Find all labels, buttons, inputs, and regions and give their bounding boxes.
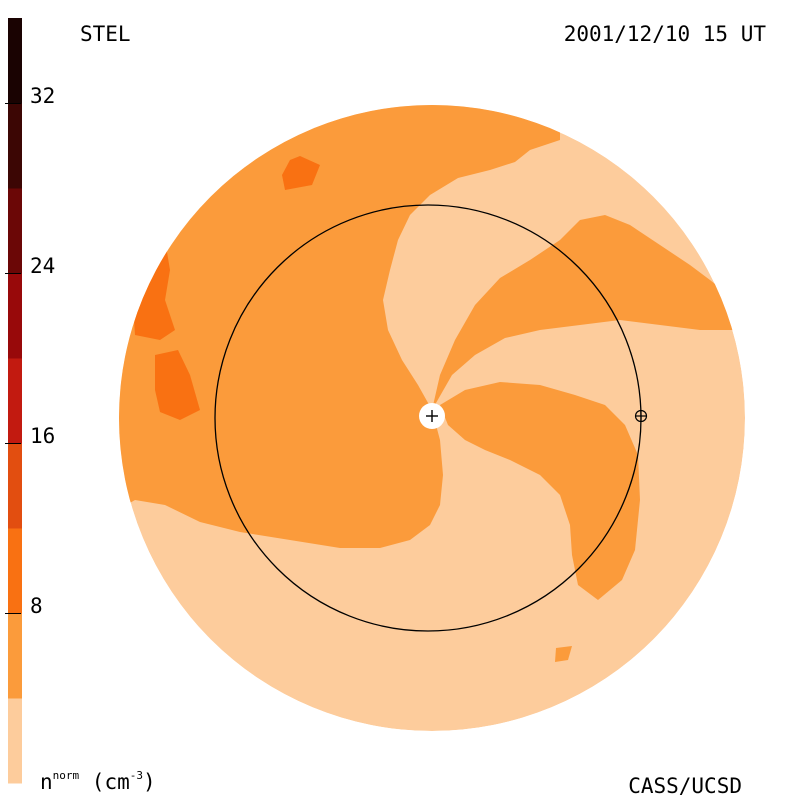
density-region-arm-lower: [440, 382, 640, 600]
colorbar-band-7: [8, 103, 22, 189]
colorbar-band-8: [8, 18, 22, 104]
density-patch-top: [282, 156, 320, 190]
colorbar-band-6: [8, 188, 22, 274]
colorbar-tick-label: 16: [30, 424, 56, 448]
colorbar-band-2: [8, 528, 22, 614]
colorbar: [8, 18, 22, 784]
colorbar-tick-mark: [5, 613, 21, 614]
timestamp-label: 2001/12/10 15 UT: [563, 22, 766, 46]
colorbar-band-1: [8, 613, 22, 699]
colorbar-tick-mark: [5, 103, 21, 104]
density-patch-bottom: [555, 646, 572, 662]
colorbar-band-3: [8, 443, 22, 529]
credit-label: CASS/UCSD: [628, 774, 742, 798]
colorbar-band-4: [8, 358, 22, 444]
colorbar-tick-label: 8: [30, 594, 43, 618]
density-region-main: [119, 105, 560, 548]
sun-plus-icon: [426, 410, 438, 422]
colorbar-band-0: [8, 698, 22, 784]
density-patch-left-lower: [155, 350, 200, 420]
colorbar-tick-label: 32: [30, 84, 56, 108]
title-label: STEL: [80, 22, 131, 46]
colorbar-unit-label: nnorm (cm-3): [40, 769, 156, 794]
earth-icon: [634, 409, 648, 423]
colorbar-band-5: [8, 273, 22, 359]
colorbar-tick-mark: [5, 443, 21, 444]
density-region-arm-upper: [432, 215, 735, 410]
solar-wind-disk: [119, 105, 745, 731]
colorbar-tick-label: 24: [30, 254, 56, 278]
colorbar-tick-mark: [5, 273, 21, 274]
